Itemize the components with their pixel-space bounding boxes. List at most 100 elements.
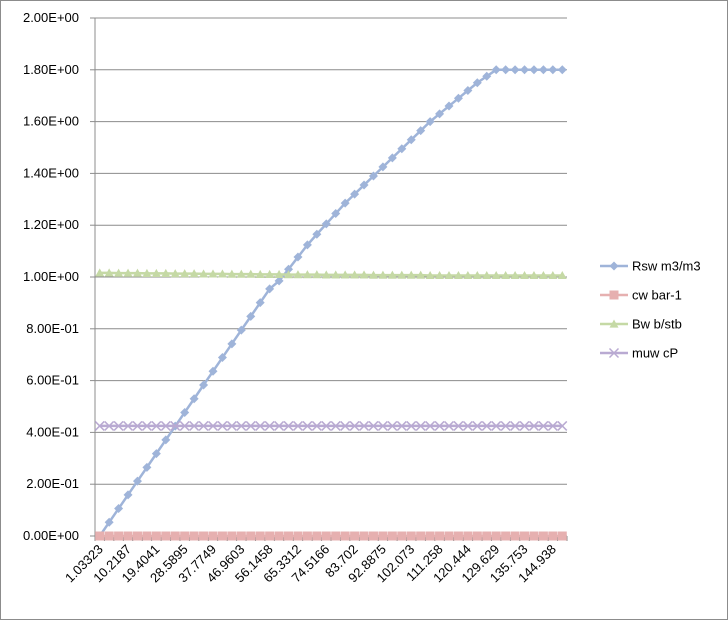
data-point [482, 270, 492, 280]
data-point [321, 270, 331, 279]
gridlines [95, 17, 567, 485]
data-point [227, 269, 237, 278]
data-point [368, 270, 378, 279]
data-point [406, 531, 416, 541]
data-point [208, 531, 218, 541]
data-point [416, 126, 426, 136]
data-point [472, 531, 482, 541]
data-point [284, 531, 294, 541]
data-point [501, 531, 511, 541]
data-point [425, 270, 435, 280]
data-point-stroke [255, 420, 266, 431]
y-tick-label: 2.00E+00 [23, 10, 79, 25]
data-point [481, 420, 492, 431]
data-point [265, 531, 275, 541]
data-point-stroke [236, 420, 247, 431]
data-point [425, 531, 435, 541]
data-point [104, 531, 114, 541]
data-point [378, 531, 388, 541]
data-point-stroke [349, 420, 360, 431]
data-point [510, 531, 520, 541]
data-point [349, 420, 360, 431]
data-point [95, 268, 105, 277]
data-point [265, 269, 275, 279]
data-point [283, 420, 294, 431]
data-point-stroke [608, 347, 620, 359]
data-point-stroke [557, 420, 568, 431]
data-point [189, 531, 199, 541]
data-point [340, 420, 351, 431]
data-point [114, 268, 124, 277]
data-point [132, 268, 142, 277]
legend-label: Bw b/stb [632, 317, 682, 332]
legend-label: muw cP [632, 346, 678, 361]
data-point [151, 268, 161, 277]
data-point [529, 531, 539, 541]
data-point-stroke [519, 420, 530, 431]
data-point [359, 531, 369, 541]
data-point [207, 420, 219, 431]
data-point-stroke [453, 420, 464, 431]
data-point [453, 420, 464, 431]
data-point [548, 65, 558, 75]
data-point [226, 420, 237, 431]
y-tick-label: 4.00E-01 [26, 424, 79, 439]
data-point [520, 531, 530, 541]
data-point-stroke [189, 420, 200, 431]
data-point [548, 270, 558, 280]
data-point [387, 531, 397, 541]
data-point [132, 531, 142, 541]
data-point [528, 420, 539, 431]
data-point-stroke [321, 420, 332, 431]
data-point [170, 420, 181, 431]
data-point [557, 420, 568, 431]
data-point-stroke [94, 420, 105, 431]
data-point [123, 420, 134, 431]
data-point [378, 162, 388, 172]
data-point [501, 270, 511, 280]
data-point [350, 531, 360, 541]
data-point [142, 531, 152, 541]
data-point [312, 270, 322, 279]
data-point [217, 269, 227, 278]
data-point [359, 270, 369, 279]
data-point-stroke [481, 420, 492, 431]
data-point [443, 420, 455, 431]
data-point [529, 270, 539, 280]
data-point-stroke [510, 420, 521, 431]
data-point [510, 65, 520, 75]
data-point [180, 269, 190, 278]
y-tick-labels: 0.00E+00 2.00E-01 4.00E-01 6.00E-01 8.00E-01… [23, 10, 79, 543]
data-point [331, 209, 341, 219]
data-point [538, 270, 548, 280]
data-point [472, 420, 483, 431]
data-point [199, 380, 209, 390]
data-point [255, 531, 265, 541]
data-point-stroke [113, 420, 124, 431]
data-point-stroke [359, 420, 370, 431]
axes [90, 17, 568, 541]
data-point [236, 325, 246, 335]
data-point-stroke [179, 420, 190, 431]
data-point [123, 490, 133, 500]
data-point-stroke [123, 420, 134, 431]
data-point [161, 268, 171, 277]
data-point [284, 270, 294, 279]
y-tick-label: 8.00E-01 [26, 321, 79, 336]
legend-item: cw bar-1 [600, 288, 682, 303]
data-point [538, 420, 549, 431]
data-point-stroke [387, 420, 398, 431]
data-point [161, 435, 171, 445]
data-point [548, 531, 558, 541]
data-point [331, 531, 341, 541]
data-point [520, 270, 530, 280]
data-point [104, 517, 114, 527]
data-point [368, 171, 378, 181]
data-point-stroke [141, 420, 152, 431]
data-point [340, 270, 350, 279]
data-point [359, 180, 369, 190]
data-point [491, 420, 502, 431]
data-point-stroke [443, 420, 455, 431]
data-point [368, 420, 379, 431]
